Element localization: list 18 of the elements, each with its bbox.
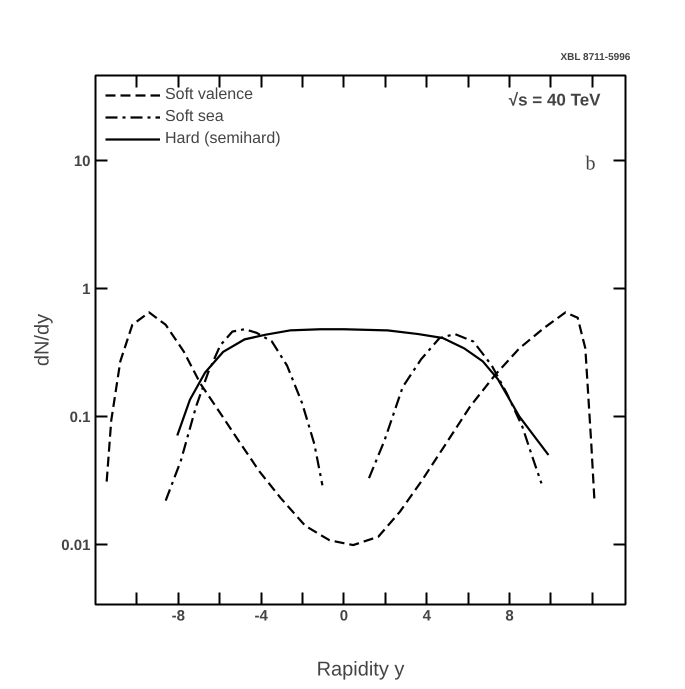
x-tick-label: -8 xyxy=(172,608,185,624)
text: XBL 8711-5996 xyxy=(560,52,631,63)
x-tick-label: -4 xyxy=(254,608,268,624)
y-tick-label: 0.1 xyxy=(70,408,91,426)
annotation: √s = 40 TeV xyxy=(508,90,602,110)
x-axis-title: Rapidity y xyxy=(316,658,404,680)
x-tick-label: 4 xyxy=(422,608,432,624)
y-tick-label: 10 xyxy=(74,152,91,170)
line-series xyxy=(106,311,596,546)
y-tick-label: 1 xyxy=(82,280,90,298)
legend-label: Soft valence xyxy=(165,86,254,104)
x-tick-label: 0 xyxy=(340,608,348,624)
y-axis-title: dN/dy xyxy=(31,314,54,366)
legend-label: Soft sea xyxy=(165,108,224,126)
annotation: b xyxy=(586,152,596,174)
y-tick-label: 0.01 xyxy=(61,537,91,554)
legend-label: Hard (semihard) xyxy=(165,130,281,148)
x-tick-label: 8 xyxy=(505,608,514,624)
